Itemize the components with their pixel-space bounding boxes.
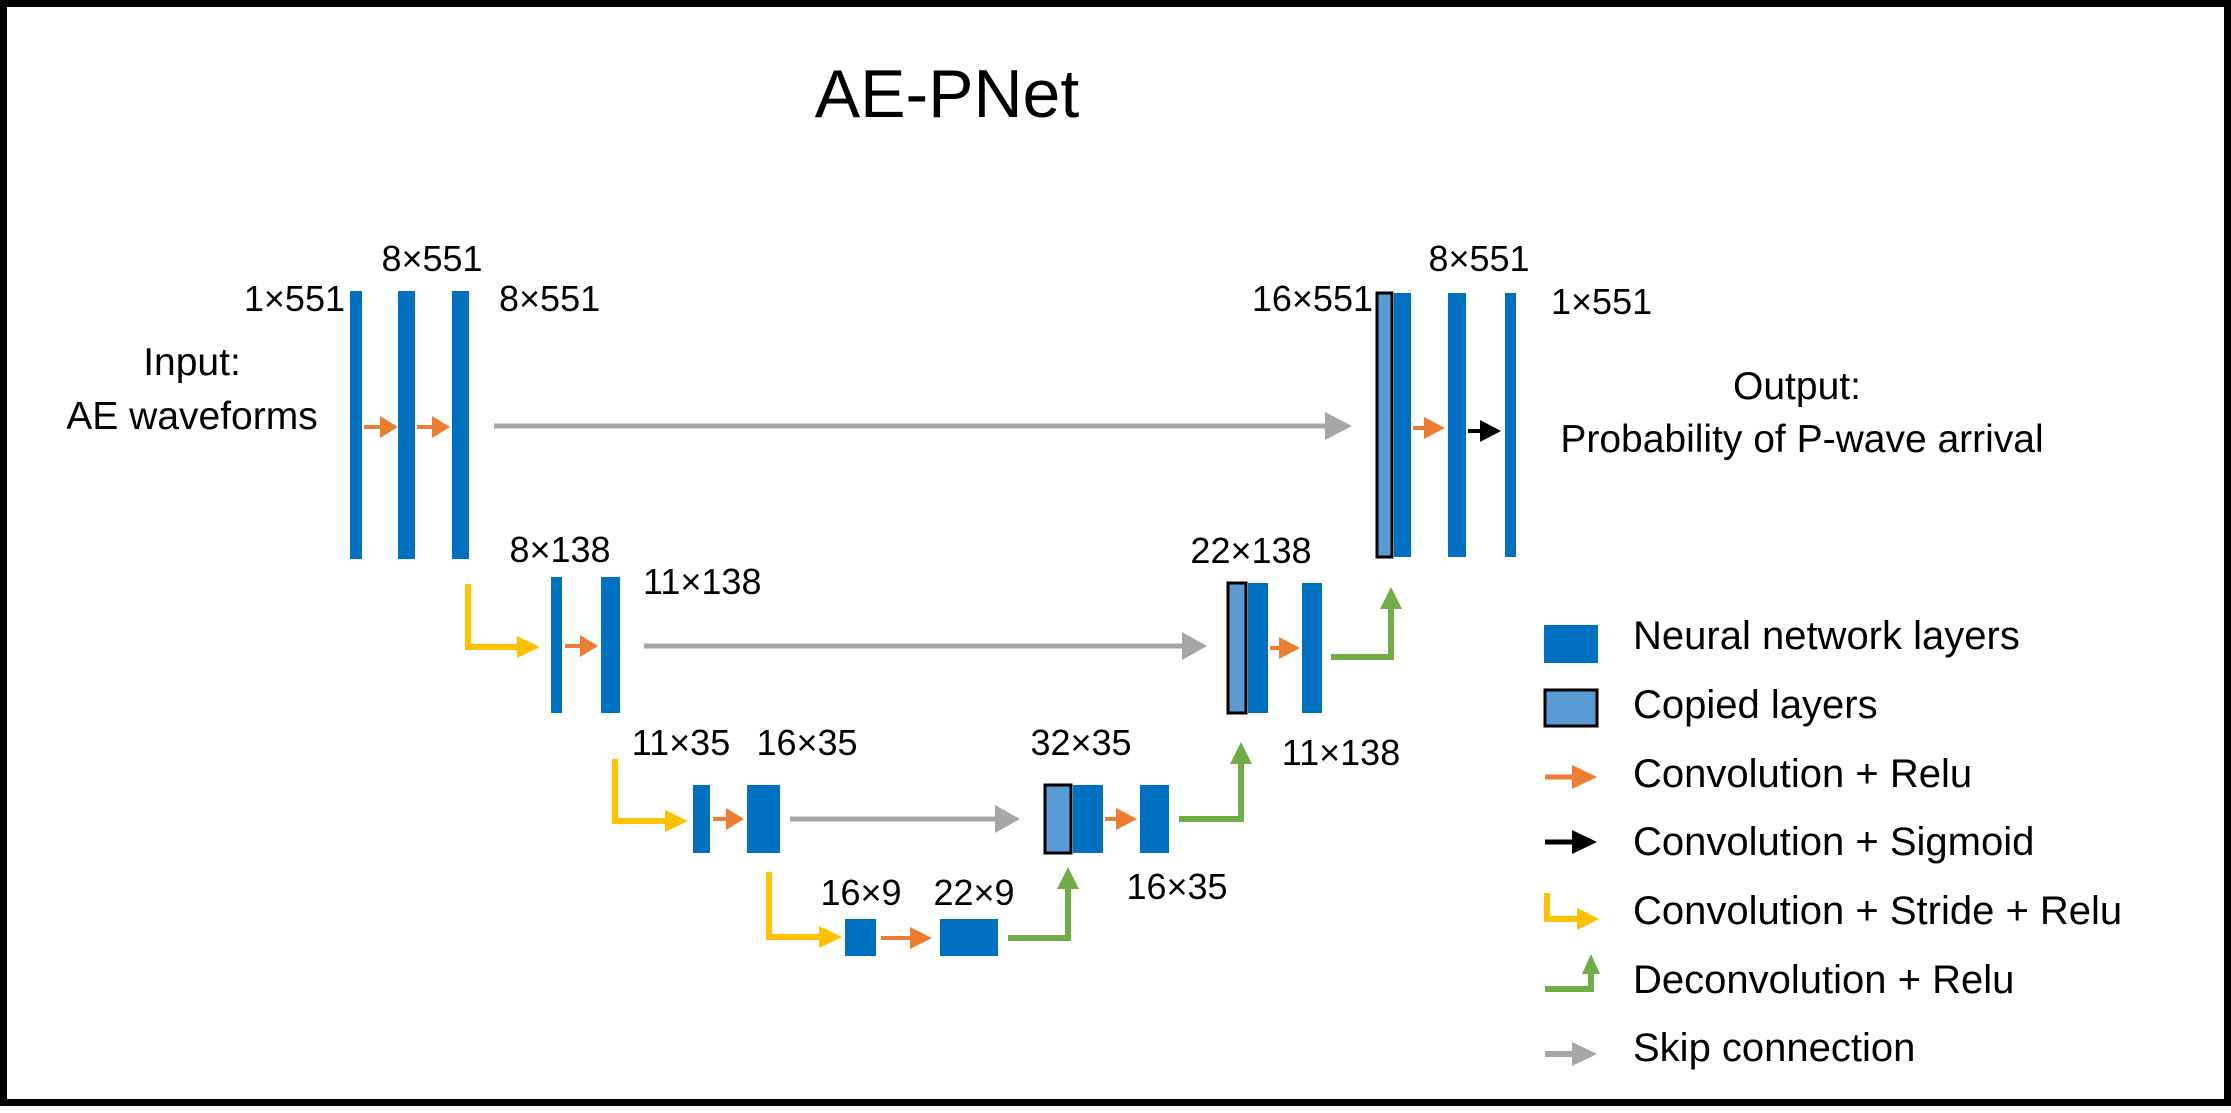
layer-bottleneck-a — [845, 919, 876, 956]
deconv-arrow — [1179, 742, 1252, 822]
input-label: AE waveforms — [66, 395, 317, 438]
dim-label: 11×138 — [1282, 732, 1400, 773]
layer-enc1-input — [350, 291, 362, 559]
layer-dec3-b — [1140, 785, 1169, 853]
blue-box-icon — [1544, 625, 1598, 663]
yellow-elbow-arrow-icon — [1544, 893, 1599, 930]
legend-label: Convolution + Relu — [1633, 752, 1972, 796]
copied-layer-dec2 — [1226, 581, 1248, 715]
layer-dec3-a — [1073, 785, 1103, 853]
conv-stride-arrow — [465, 584, 540, 658]
deconv-arrow — [1008, 867, 1079, 941]
dim-label: 8×551 — [499, 278, 600, 319]
conv-relu-arrow — [1105, 808, 1137, 830]
conv-relu-arrow — [565, 635, 598, 657]
conv-relu-arrow — [713, 808, 744, 830]
orange-arrow-icon — [1545, 765, 1597, 789]
legend-label: Neural network layers — [1633, 614, 2020, 658]
dim-label: 32×35 — [1030, 722, 1131, 763]
legend-label: Deconvolution + Relu — [1633, 958, 2014, 1002]
conv-stride-arrow — [612, 759, 688, 832]
layer-dec1-output — [1505, 293, 1516, 557]
deconv-arrow — [1331, 587, 1402, 660]
input-label: Input: — [143, 341, 241, 384]
legend-label: Convolution + Stride + Relu — [1633, 889, 2122, 933]
copied-layer-dec1 — [1375, 291, 1394, 559]
dim-label: 16×551 — [1252, 278, 1373, 319]
conv-relu-arrow — [364, 416, 398, 438]
dim-label: 22×9 — [933, 872, 1014, 913]
layer-enc3-a — [693, 785, 710, 853]
output-label: Output: — [1733, 365, 1861, 408]
dim-label: 8×551 — [381, 238, 482, 279]
copied-layer-dec3 — [1043, 783, 1073, 855]
dim-label: 11×35 — [632, 722, 730, 763]
layer-enc1-a — [398, 291, 415, 559]
dim-label: 8×138 — [509, 529, 610, 570]
conv-sigmoid-arrow — [1468, 420, 1501, 442]
copied-box-icon — [1543, 688, 1599, 728]
skip-connection-arrow — [494, 412, 1352, 440]
conv-relu-arrow — [417, 416, 450, 438]
black-arrow-icon — [1545, 830, 1597, 854]
dim-label: 16×9 — [820, 872, 901, 913]
conv-relu-arrow — [1270, 637, 1300, 659]
layer-enc1-b — [452, 291, 469, 559]
output-label: Probability of P-wave arrival — [1560, 418, 2043, 461]
ae-pnet-diagram: AE-PNet 1×551 8×551 8×551 Input: AE wave… — [66, 56, 2122, 1070]
skip-connection-arrow — [790, 805, 1020, 833]
diagram-title: AE-PNet — [815, 56, 1080, 132]
layer-dec2-b — [1302, 583, 1322, 713]
dim-label: 22×138 — [1190, 530, 1311, 571]
legend-label: Copied layers — [1633, 683, 1878, 727]
conv-stride-arrow — [766, 872, 842, 948]
layer-enc2-b — [601, 577, 620, 713]
skip-connection-arrow — [644, 632, 1207, 660]
legend-label: Convolution + Sigmoid — [1633, 820, 2034, 864]
layer-dec1-a — [1394, 293, 1411, 557]
legend: Neural network layers Copied layers Conv… — [1543, 614, 2122, 1070]
green-elbow-arrow-icon — [1545, 954, 1600, 992]
conv-relu-arrow — [881, 927, 932, 949]
conv-relu-arrow — [1413, 417, 1445, 439]
dim-label: 11×138 — [643, 561, 761, 602]
layer-bottleneck-b — [940, 919, 998, 956]
layer-dec2-a — [1248, 583, 1268, 713]
legend-label: Skip connection — [1633, 1026, 1915, 1070]
layer-enc3-b — [747, 785, 780, 853]
layer-dec1-b — [1448, 293, 1466, 557]
dim-label: 1×551 — [244, 278, 345, 319]
gray-arrow-icon — [1545, 1042, 1597, 1066]
layer-enc2-a — [551, 577, 562, 713]
dim-label: 16×35 — [756, 722, 857, 763]
dim-label: 16×35 — [1126, 866, 1227, 907]
dim-label: 8×551 — [1428, 238, 1529, 279]
dim-label: 1×551 — [1551, 281, 1652, 322]
